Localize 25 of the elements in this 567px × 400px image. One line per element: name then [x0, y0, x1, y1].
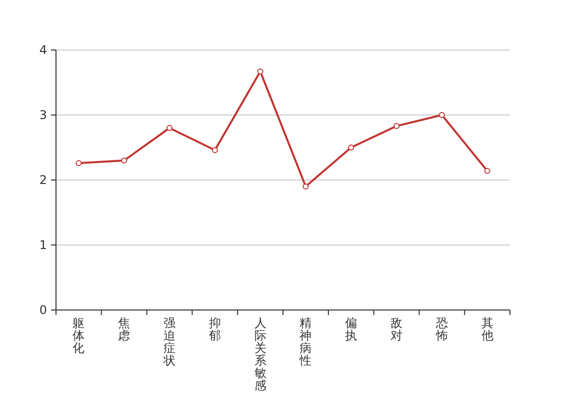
x-tick-label: 强迫症状 — [162, 316, 176, 368]
x-tick-label: 其他 — [481, 316, 494, 342]
point — [257, 68, 264, 74]
point — [438, 112, 445, 118]
point — [302, 184, 309, 190]
y-tick-label: 3 — [39, 108, 47, 122]
x-tick-label: 抑郁 — [208, 316, 221, 342]
x-tick-label: 焦虑 — [118, 316, 130, 342]
point — [166, 125, 172, 131]
point — [212, 147, 218, 154]
point — [348, 144, 354, 150]
point — [76, 160, 82, 166]
x-tick-label: 偏执 — [345, 316, 358, 342]
y-tick-label: 1 — [39, 238, 47, 252]
y-tick-label: 0 — [39, 303, 47, 318]
y-tick-label: 4 — [39, 43, 47, 58]
point — [484, 168, 490, 174]
point — [121, 158, 128, 164]
x-tick-label: 人际关系敏感 — [254, 316, 266, 392]
x-tick-label: 恐怖 — [434, 316, 448, 342]
point — [394, 123, 400, 130]
x-tick-label: 躯体化 — [72, 316, 85, 355]
x-tick-label: 精神病性 — [298, 316, 312, 368]
y-tick-label: 2 — [39, 173, 47, 188]
x-tick-label: 敌对 — [390, 316, 402, 342]
